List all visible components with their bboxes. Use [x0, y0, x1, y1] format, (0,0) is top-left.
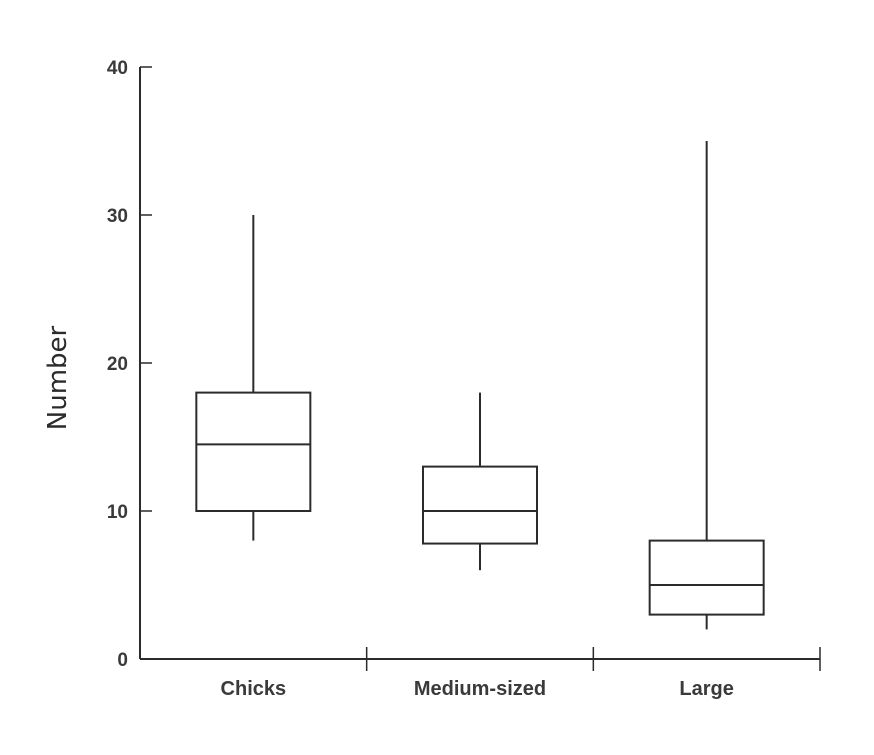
box-chicks — [195, 215, 312, 541]
y-tick-label-40: 40 — [107, 58, 128, 79]
y-tick-label-0: 0 — [117, 650, 128, 671]
y-tick-label-10: 10 — [107, 502, 128, 523]
x-tick-label-chicks: Chicks — [221, 678, 287, 700]
y-axis-title-group: Number — [43, 325, 73, 430]
boxes — [195, 141, 765, 630]
x-tick-label-medium-sized: Medium-sized — [414, 678, 546, 700]
y-axis-title: Number — [43, 325, 73, 430]
y-tick-label-30: 30 — [107, 206, 128, 227]
box-medium-sized — [422, 392, 538, 571]
x-tick-label-large: Large — [679, 678, 733, 700]
iqr-box-medium-sized — [422, 465, 538, 545]
y-ticks: 0 10 20 30 40 — [107, 58, 152, 671]
y-tick-label-20: 20 — [107, 354, 128, 375]
iqr-box-large — [648, 539, 765, 616]
x-ticks: Chicks Medium-sized Large — [221, 647, 821, 700]
box-large — [648, 141, 765, 630]
iqr-box-chicks — [195, 391, 312, 513]
